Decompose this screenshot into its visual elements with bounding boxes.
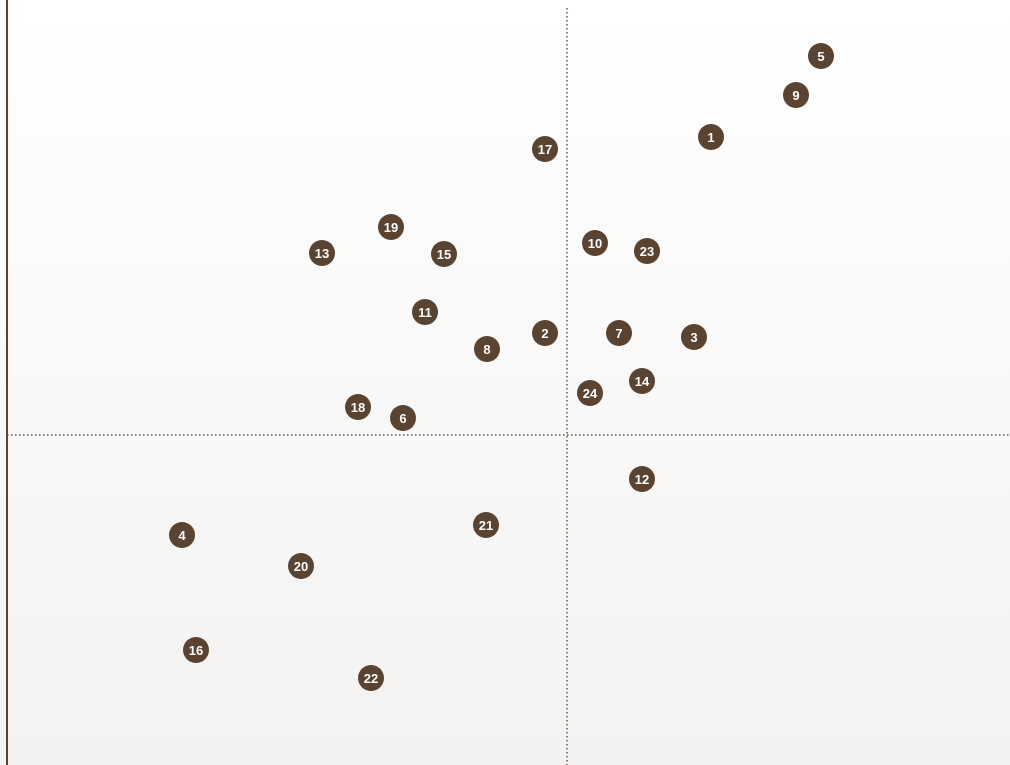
data-point-label: 2 [541,326,548,341]
data-point-marker [532,320,558,346]
data-point-marker [378,214,404,240]
data-point-marker [412,299,438,325]
data-point-label: 11 [418,305,432,320]
data-point-marker [681,324,707,350]
data-point-label: 6 [399,411,406,426]
data-point-marker [698,124,724,150]
data-point-2: 2 [532,320,558,346]
data-point-marker [582,230,608,256]
data-point-label: 15 [437,247,451,262]
data-point-marker [474,336,500,362]
data-point-marker [390,405,416,431]
data-point-marker [629,466,655,492]
data-point-marker [309,240,335,266]
data-point-label: 23 [640,244,654,259]
data-point-label: 19 [384,220,398,235]
data-point-label: 16 [189,643,203,658]
data-point-4: 4 [169,522,195,548]
data-point-18: 18 [345,394,371,420]
data-point-23: 23 [634,238,660,264]
data-point-label: 22 [364,671,378,686]
data-point-label: 13 [315,246,329,261]
data-point-9: 9 [783,82,809,108]
data-point-24: 24 [577,380,603,406]
data-point-label: 8 [483,342,490,357]
data-point-marker [634,238,660,264]
data-point-17: 17 [532,136,558,162]
data-point-marker [577,380,603,406]
data-point-7: 7 [606,320,632,346]
data-point-marker [629,368,655,394]
data-point-marker [345,394,371,420]
data-point-label: 9 [792,88,799,103]
data-point-marker [358,665,384,691]
data-point-label: 1 [707,130,714,145]
data-point-22: 22 [358,665,384,691]
data-point-label: 5 [817,49,824,64]
data-point-marker [183,637,209,663]
data-point-marker [808,43,834,69]
data-point-1: 1 [698,124,724,150]
data-point-marker [288,553,314,579]
data-point-label: 7 [615,326,622,341]
data-point-21: 21 [473,512,499,538]
data-point-20: 20 [288,553,314,579]
data-point-3: 3 [681,324,707,350]
data-point-8: 8 [474,336,500,362]
data-point-marker [532,136,558,162]
data-point-16: 16 [183,637,209,663]
data-point-11: 11 [412,299,438,325]
data-point-13: 13 [309,240,335,266]
data-point-label: 20 [294,559,308,574]
data-point-label: 10 [588,236,602,251]
data-point-14: 14 [629,368,655,394]
data-point-6: 6 [390,405,416,431]
data-point-label: 3 [690,330,697,345]
data-point-marker [169,522,195,548]
data-point-12: 12 [629,466,655,492]
data-point-marker [606,320,632,346]
data-point-19: 19 [378,214,404,240]
data-point-label: 14 [635,374,650,389]
data-point-5: 5 [808,43,834,69]
data-point-10: 10 [582,230,608,256]
data-point-label: 12 [635,472,649,487]
data-point-label: 17 [538,142,552,157]
data-point-marker [473,512,499,538]
data-point-marker [431,241,457,267]
data-point-label: 24 [583,386,598,401]
data-point-marker [783,82,809,108]
data-point-label: 18 [351,400,365,415]
data-point-15: 15 [431,241,457,267]
data-point-label: 4 [178,528,186,543]
data-point-label: 21 [479,518,493,533]
